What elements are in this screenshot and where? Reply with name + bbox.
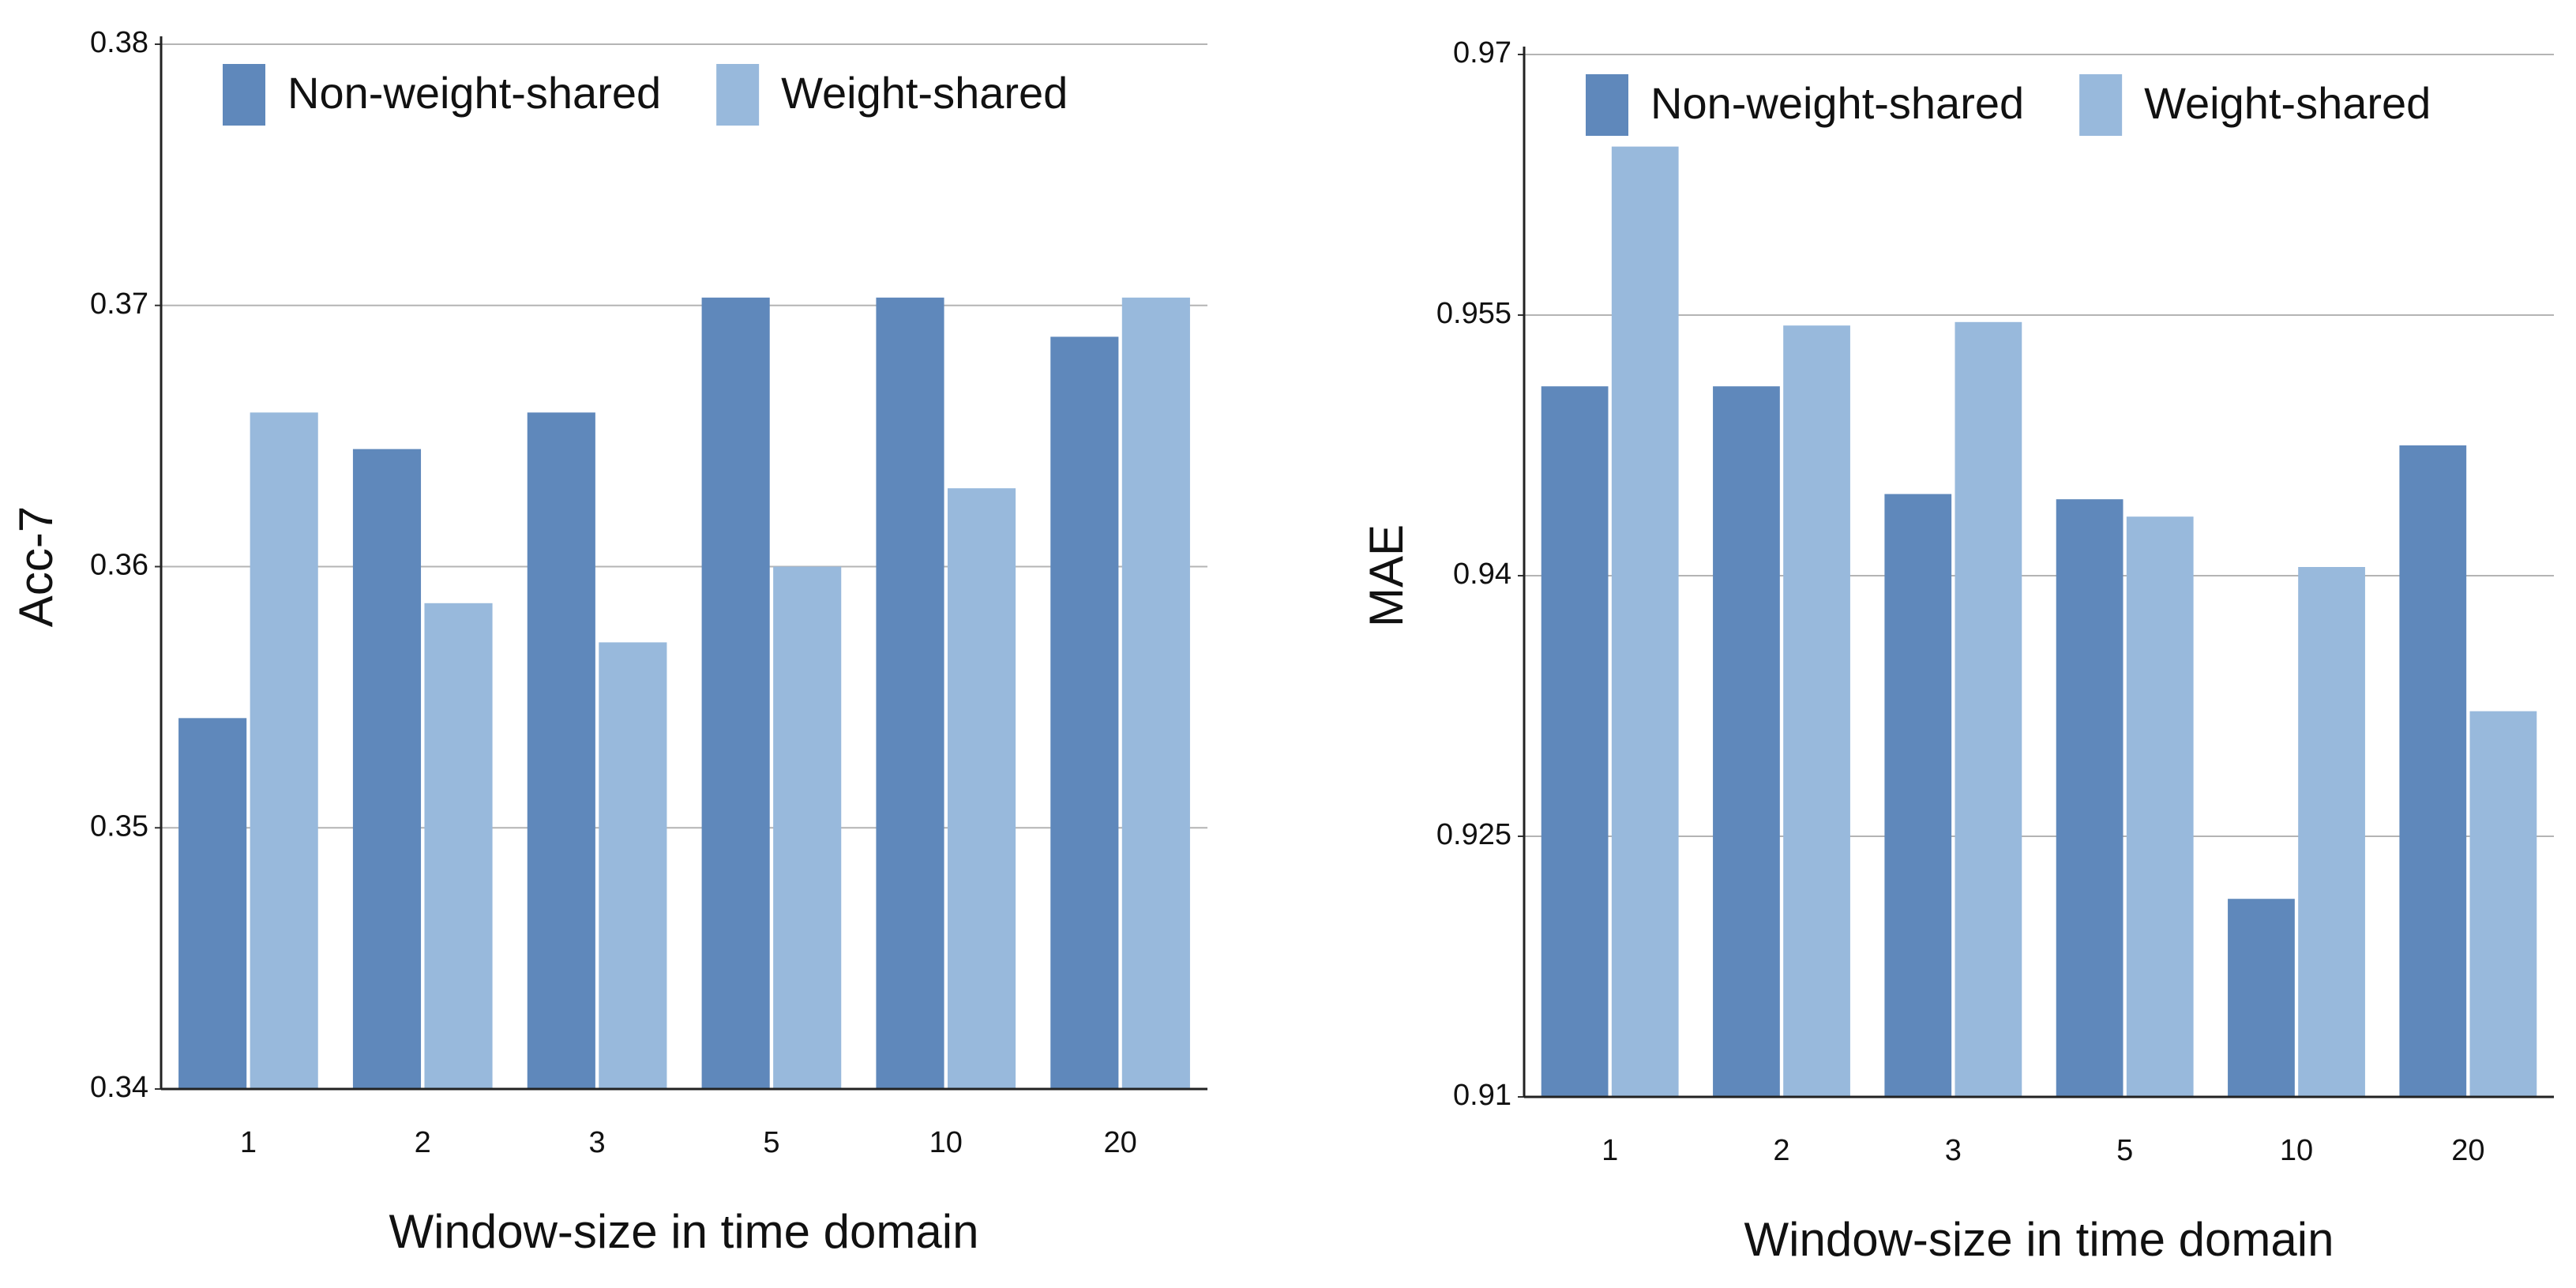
bar: [599, 642, 667, 1089]
legend-swatch: [1586, 74, 1628, 136]
legend-label: Weight-shared: [2144, 78, 2431, 128]
bar: [527, 412, 595, 1089]
bar: [1541, 386, 1609, 1097]
x-tick-label: 20: [2451, 1134, 2484, 1167]
bar: [1783, 325, 1850, 1097]
bar: [2469, 711, 2537, 1097]
legend-label: Non-weight-shared: [287, 68, 661, 118]
bar: [2126, 516, 2194, 1097]
bar: [1611, 146, 1679, 1098]
y-tick-label: 0.91: [1453, 1079, 1511, 1112]
y-axis-title: Acc-7: [9, 506, 62, 627]
y-axis-title: MAE: [1360, 524, 1413, 627]
bar: [2399, 445, 2467, 1097]
bar: [773, 566, 842, 1089]
x-tick-label: 5: [763, 1126, 779, 1159]
bar: [701, 297, 770, 1089]
bar: [424, 603, 493, 1089]
x-tick-label: 2: [1773, 1134, 1789, 1167]
bar: [1713, 386, 1780, 1097]
bar: [2298, 567, 2365, 1097]
legend-label: Weight-shared: [781, 68, 1068, 118]
y-tick-label: 0.955: [1436, 297, 1511, 330]
x-tick-label: 5: [2116, 1134, 2133, 1167]
y-tick-label: 0.97: [1453, 36, 1511, 69]
bar: [2056, 499, 2124, 1097]
x-tick-label: 10: [2280, 1134, 2313, 1167]
legend-swatch: [223, 64, 265, 126]
x-tick-label: 2: [415, 1126, 431, 1159]
y-tick-label: 0.35: [90, 809, 148, 843]
bar: [2228, 899, 2295, 1097]
x-tick-label: 3: [589, 1126, 606, 1159]
x-tick-label: 1: [1602, 1134, 1618, 1167]
bar: [1050, 336, 1119, 1089]
legend-swatch: [716, 64, 760, 126]
y-tick-label: 0.34: [90, 1071, 148, 1104]
x-tick-label: 1: [240, 1126, 257, 1159]
bar: [250, 412, 318, 1089]
x-axis-title: Window-size in time domain: [1744, 1213, 2334, 1266]
bar: [1955, 321, 2022, 1097]
bar: [1884, 494, 1952, 1097]
y-tick-label: 0.36: [90, 549, 148, 582]
x-tick-label: 3: [1945, 1134, 1962, 1167]
y-tick-label: 0.37: [90, 287, 148, 321]
bar: [178, 718, 247, 1089]
bar: [947, 488, 1016, 1089]
bar: [1121, 297, 1190, 1089]
y-tick-label: 0.94: [1453, 558, 1511, 591]
bar: [352, 449, 422, 1089]
x-axis-title: Window-size in time domain: [389, 1205, 979, 1258]
y-tick-label: 0.38: [90, 26, 148, 59]
legend-label: Non-weight-shared: [1650, 78, 2024, 128]
y-tick-label: 0.925: [1436, 818, 1511, 851]
legend-swatch: [2079, 74, 2123, 136]
x-tick-label: 20: [1103, 1126, 1136, 1159]
x-tick-label: 10: [929, 1126, 963, 1159]
bar: [876, 297, 944, 1089]
